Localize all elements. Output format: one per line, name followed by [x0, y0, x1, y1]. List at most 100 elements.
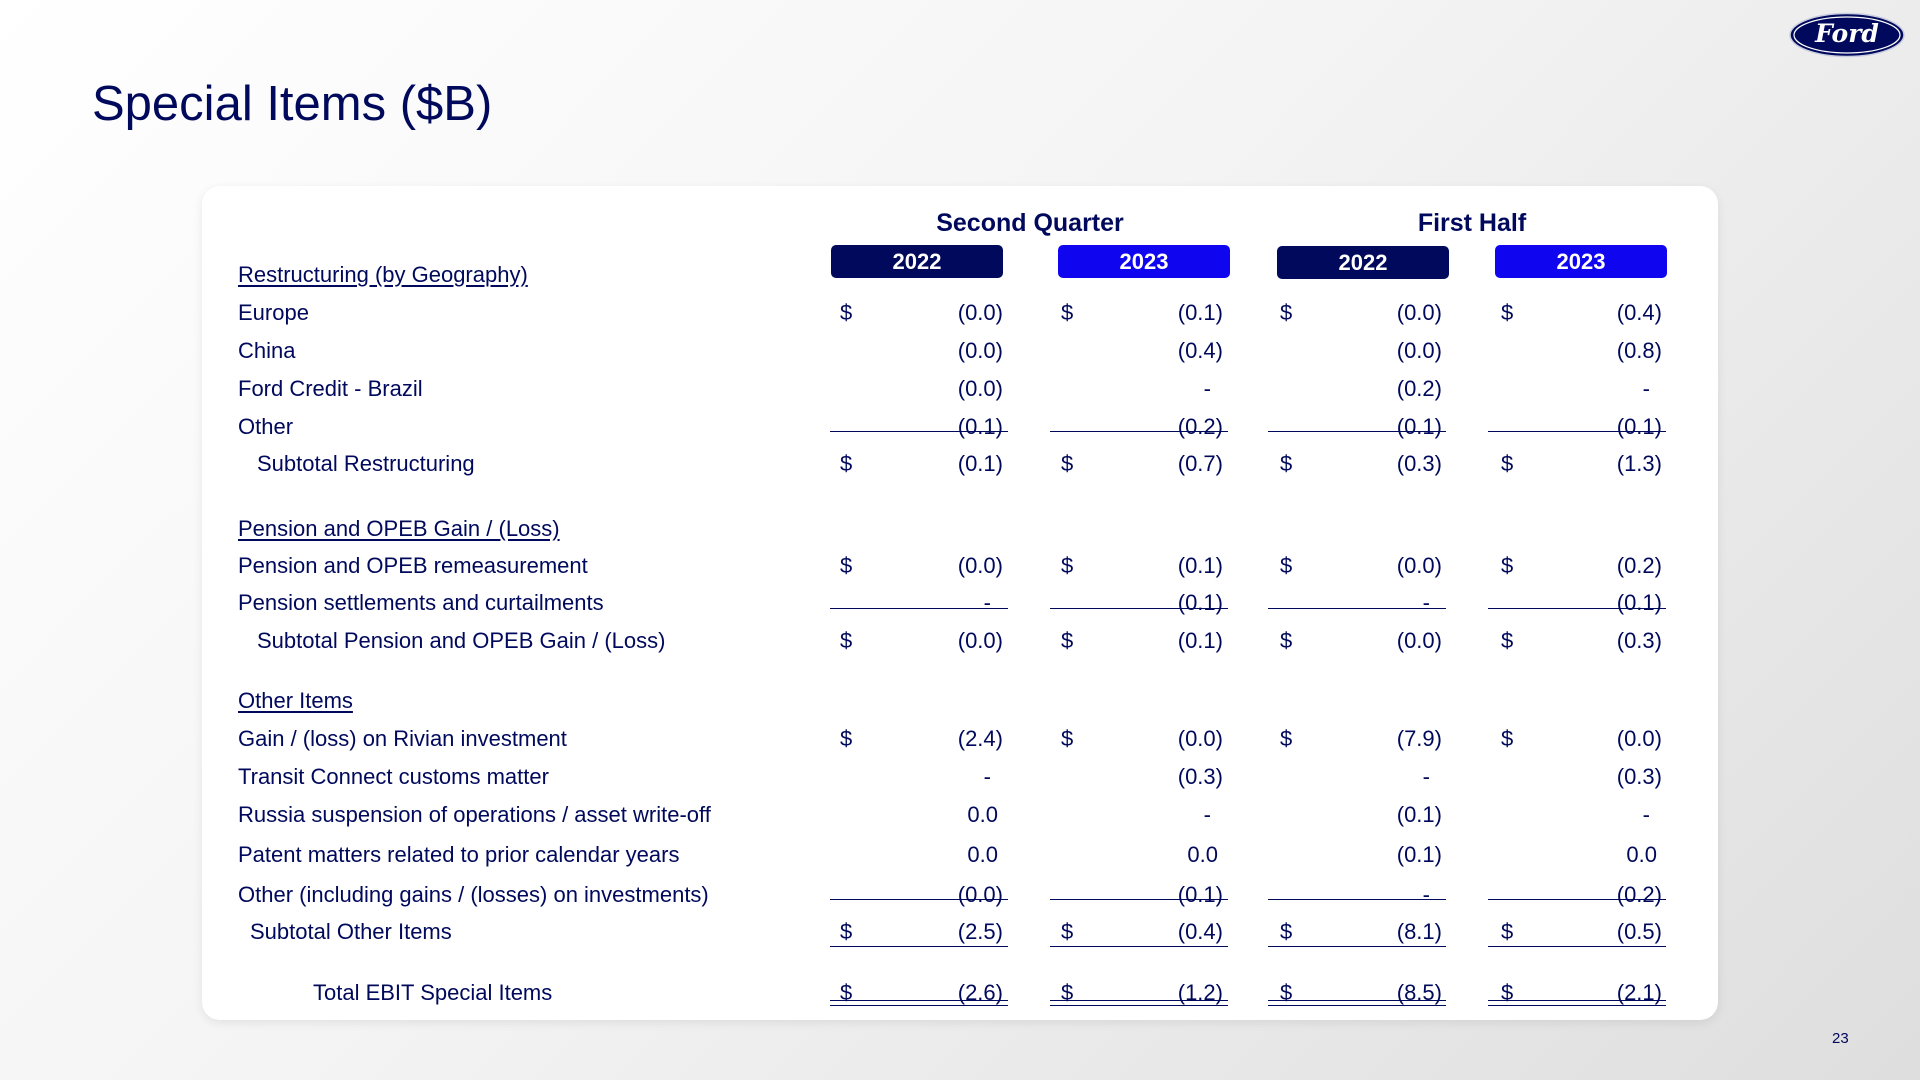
table-cell-value: (0.0)	[957, 376, 1003, 401]
table-cell-value: (0.3)	[1616, 628, 1662, 653]
table-rule	[1050, 431, 1228, 432]
table-double-rule	[1488, 1005, 1666, 1006]
table-cell-value: -	[1422, 882, 1430, 907]
table-cell-value: (0.0)	[1396, 338, 1442, 363]
subtotal-label: Subtotal Pension and OPEB Gain / (Loss)	[257, 628, 666, 653]
table-cell-value: -	[983, 590, 991, 615]
table-cell-value: (0.1)	[1177, 300, 1223, 325]
table-cell-value: (2.6)	[957, 980, 1003, 1005]
currency-symbol: $	[840, 628, 853, 653]
table-cell-value: (0.0)	[1396, 300, 1442, 325]
row-label: Russia suspension of operations / asset …	[238, 802, 711, 827]
row-label: China	[238, 338, 296, 363]
table-cell-value: (2.5)	[957, 919, 1003, 944]
row-label: Europe	[238, 300, 309, 325]
table-cell-value: (0.0)	[1396, 628, 1442, 653]
currency-symbol: $	[1501, 300, 1514, 325]
column-group-header: First Half	[1417, 209, 1527, 237]
currency-symbol: $	[1280, 451, 1293, 476]
section-heading: Restructuring (by Geography)	[238, 262, 528, 287]
currency-symbol: $	[1280, 628, 1293, 653]
table-cell-value: 0.0	[967, 802, 998, 827]
table-cell-value: (0.1)	[957, 451, 1003, 476]
table-cell-value: (0.1)	[957, 414, 1003, 439]
currency-symbol: $	[840, 300, 853, 325]
table-cell-value: (0.0)	[957, 882, 1003, 907]
currency-symbol: $	[1061, 628, 1074, 653]
table-cell-value: (0.7)	[1177, 451, 1223, 476]
table-cell-value: (0.5)	[1616, 919, 1662, 944]
table-cell-value: -	[983, 764, 991, 789]
table-cell-value: (0.8)	[1616, 338, 1662, 363]
table-cell-value: (7.9)	[1396, 726, 1442, 751]
table-rule	[830, 899, 1008, 900]
table-cell-value: (0.1)	[1396, 414, 1442, 439]
table-cell-value: (0.1)	[1177, 590, 1223, 615]
section-heading: Other Items	[238, 688, 353, 713]
table-cell-value: (0.1)	[1177, 882, 1223, 907]
currency-symbol: $	[1280, 980, 1293, 1005]
year-header: 2022	[831, 245, 1003, 278]
table-cell-value: -	[1642, 802, 1650, 827]
table-cell-value: (0.3)	[1616, 764, 1662, 789]
table-cell-value: (1.2)	[1177, 980, 1223, 1005]
table-double-rule	[1050, 1000, 1228, 1001]
table-cell-value: (0.1)	[1396, 802, 1442, 827]
table-cell-value: (0.3)	[1396, 451, 1442, 476]
currency-symbol: $	[840, 553, 853, 578]
table-cell-value: (0.2)	[1396, 376, 1442, 401]
ford-logo-wordmark: Ford	[1815, 19, 1879, 48]
table-cell-value: (0.1)	[1177, 553, 1223, 578]
table-rule	[1050, 899, 1228, 900]
table-cell-value: -	[1642, 376, 1650, 401]
ford-logo	[1789, 12, 1905, 58]
table-cell-value: (0.4)	[1177, 338, 1223, 363]
table-rule	[1488, 431, 1666, 432]
currency-symbol: $	[1280, 919, 1293, 944]
currency-symbol: $	[1280, 553, 1293, 578]
row-label: Patent matters related to prior calendar…	[238, 842, 680, 867]
currency-symbol: $	[1501, 980, 1514, 1005]
year-header: 2022	[1277, 246, 1449, 279]
table-cell-value: -	[1422, 764, 1430, 789]
page-number: 23	[1832, 1030, 1849, 1047]
row-label: Other (including gains / (losses) on inv…	[238, 882, 709, 907]
table-cell-value: (0.4)	[1616, 300, 1662, 325]
table-cell-value: (0.0)	[1177, 726, 1223, 751]
table-rule	[1268, 608, 1446, 609]
currency-symbol: $	[1501, 726, 1514, 751]
table-double-rule	[1268, 1000, 1446, 1001]
table-cell-value: (0.1)	[1177, 628, 1223, 653]
table-cell-value: (0.1)	[1616, 590, 1662, 615]
table-double-rule	[830, 1005, 1008, 1006]
subtotal-label: Subtotal Other Items	[250, 919, 452, 944]
currency-symbol: $	[1061, 980, 1074, 1005]
table-cell-value: (8.5)	[1396, 980, 1442, 1005]
currency-symbol: $	[1061, 553, 1074, 578]
currency-symbol: $	[1061, 300, 1074, 325]
special-items-table	[202, 186, 1718, 1020]
table-rule	[830, 431, 1008, 432]
table-cell-value: (1.3)	[1616, 451, 1662, 476]
table-cell-value: (0.3)	[1177, 764, 1223, 789]
currency-symbol: $	[1061, 726, 1074, 751]
currency-symbol: $	[1061, 919, 1074, 944]
currency-symbol: $	[840, 451, 853, 476]
table-cell-value: -	[1203, 802, 1211, 827]
table-cell-value: -	[1422, 590, 1430, 615]
table-cell-value: 0.0	[1187, 842, 1218, 867]
table-double-rule	[830, 1000, 1008, 1001]
table-cell-value: (0.0)	[957, 553, 1003, 578]
currency-symbol: $	[1501, 628, 1514, 653]
row-label: Pension settlements and curtailments	[238, 590, 604, 615]
currency-symbol: $	[840, 980, 853, 1005]
currency-symbol: $	[1501, 919, 1514, 944]
table-cell-value: (0.0)	[957, 300, 1003, 325]
table-double-rule	[1268, 1005, 1446, 1006]
row-label: Other	[238, 414, 294, 439]
table-rule	[1268, 946, 1446, 947]
table-rule	[1268, 431, 1446, 432]
page-title: Special Items ($B)	[92, 77, 493, 131]
currency-symbol: $	[1501, 451, 1514, 476]
row-label: Gain / (loss) on Rivian investment	[238, 726, 567, 751]
